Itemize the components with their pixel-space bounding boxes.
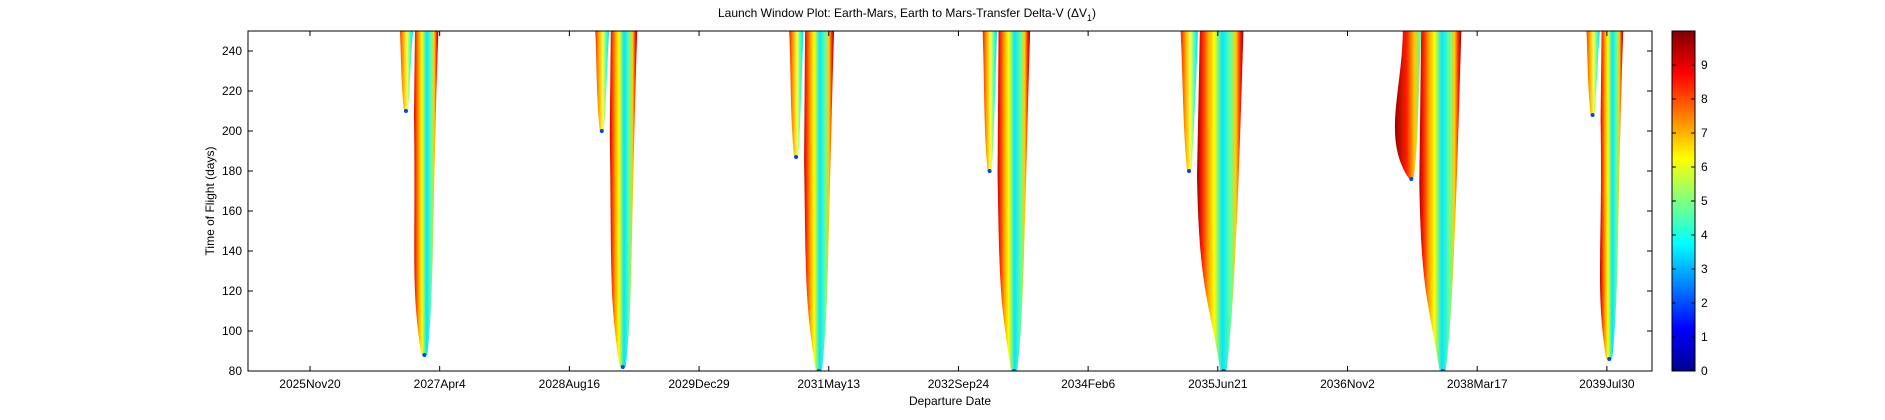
short-way-region	[982, 31, 997, 171]
long-way-region	[997, 31, 1031, 371]
long-way-region	[1600, 31, 1624, 359]
y-tick-label: 120	[222, 284, 242, 298]
long-way-tip-marker	[1607, 357, 1612, 361]
chart-title: Launch Window Plot: Earth-Mars, Earth to…	[718, 6, 1096, 23]
short-way-min-marker	[1409, 177, 1414, 181]
colorbar-tick-label: 5	[1701, 194, 1708, 208]
x-tick-label: 2039Jul30	[1579, 377, 1635, 391]
x-tick-label: 2034Feb6	[1061, 377, 1115, 391]
launch-window-2	[595, 31, 638, 369]
y-tick-label: 140	[222, 244, 242, 258]
y-tick-label: 100	[222, 324, 242, 338]
x-axis-label: Departure Date	[909, 394, 991, 408]
launch-window-1	[399, 31, 439, 357]
short-way-min-marker	[1590, 113, 1595, 117]
colorbar-tick-label: 0	[1701, 364, 1708, 378]
x-tick-label: 2027Apr4	[414, 377, 466, 391]
x-tick-label: 2025Nov20	[279, 377, 341, 391]
short-way-region	[399, 31, 414, 111]
long-way-region	[804, 31, 835, 371]
long-way-region	[1197, 31, 1244, 371]
launch-window-7	[1586, 31, 1624, 361]
y-axis: 80 100 120 140 160 180 200 220 240	[222, 44, 1652, 378]
long-way-tip-marker	[620, 365, 625, 369]
y-tick-label: 180	[222, 164, 242, 178]
short-way-region	[789, 31, 804, 157]
x-tick-label: 2029Dec29	[668, 377, 730, 391]
colorbar-axis: 0 1 2 3 4 5 6 7 8 9	[1672, 58, 1708, 378]
y-tick-label: 200	[222, 124, 242, 138]
short-way-min-marker	[403, 109, 408, 113]
colorbar-tick-label: 6	[1701, 160, 1708, 174]
x-tick-label: 2035Jun21	[1188, 377, 1248, 391]
colorbar-tick-label: 3	[1701, 262, 1708, 276]
delta-v-heatmap	[399, 31, 1624, 371]
colorbar-tick-label: 7	[1701, 126, 1708, 140]
short-way-min-marker	[794, 155, 799, 159]
y-tick-label: 220	[222, 84, 242, 98]
long-way-tip-marker	[422, 353, 427, 357]
short-way-region	[1394, 31, 1422, 179]
short-way-min-marker	[599, 129, 604, 133]
launch-window-6	[1394, 31, 1462, 371]
x-tick-label: 2032Sep24	[928, 377, 990, 391]
long-way-region	[609, 31, 638, 367]
short-way-min-marker	[987, 169, 992, 173]
launch-window-5	[1180, 31, 1244, 371]
colorbar-tick-label: 2	[1701, 296, 1708, 310]
x-tick-label: 2038Mar17	[1447, 377, 1508, 391]
colorbar-tick-label: 1	[1701, 330, 1708, 344]
long-way-region	[413, 31, 439, 355]
x-axis: 2025Nov20 2027Apr4 2028Aug16 2029Dec29 2031M…	[279, 31, 1635, 391]
short-way-region	[1180, 31, 1198, 171]
colorbar-tick-label: 8	[1701, 92, 1708, 106]
colorbar-tick-label: 9	[1701, 58, 1708, 72]
long-way-region	[1419, 31, 1462, 371]
x-tick-label: 2031May13	[797, 377, 860, 391]
x-tick-label: 2036Nov2	[1320, 377, 1375, 391]
short-way-min-marker	[1187, 169, 1192, 173]
plot-frame	[247, 30, 1653, 372]
y-tick-label: 80	[229, 364, 243, 378]
launch-window-4	[982, 31, 1031, 371]
short-way-region	[1586, 31, 1600, 115]
short-way-region	[595, 31, 610, 131]
launch-window-3	[789, 31, 835, 371]
x-tick-label: 2028Aug16	[539, 377, 601, 391]
y-tick-label: 160	[222, 204, 242, 218]
colorbar-tick-label: 4	[1701, 228, 1708, 242]
y-tick-label: 240	[222, 44, 242, 58]
y-axis-label: Time of Flight (days)	[203, 147, 217, 256]
